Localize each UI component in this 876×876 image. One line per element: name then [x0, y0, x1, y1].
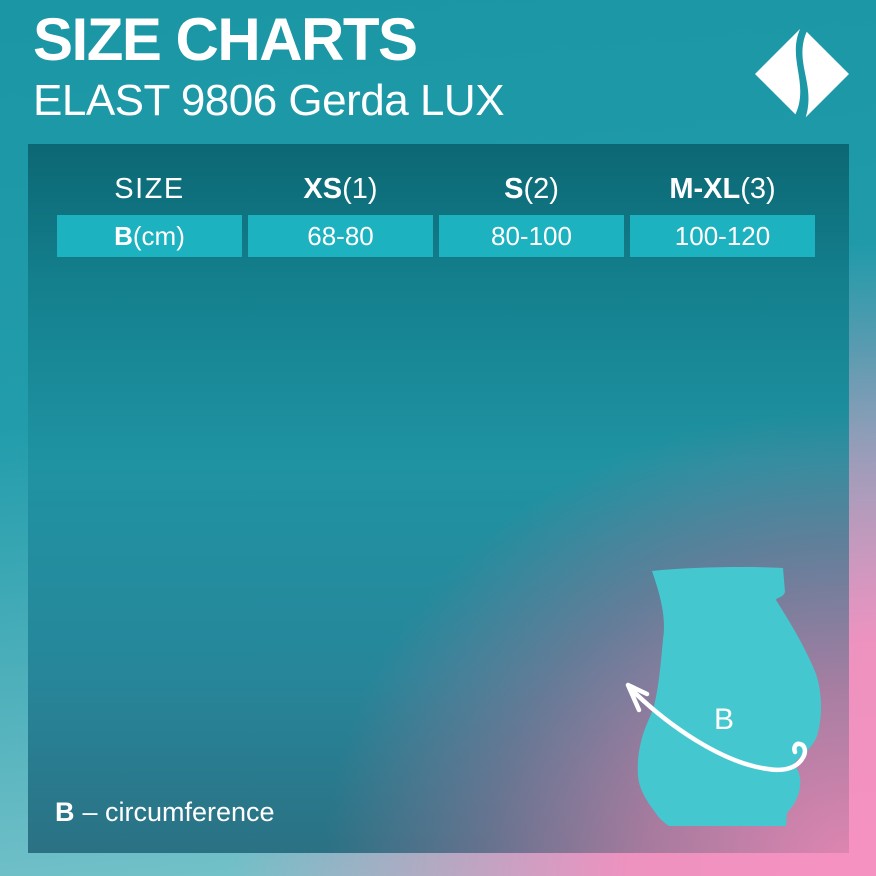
legend: B – circumference — [55, 799, 275, 826]
range-value: 80-100 — [491, 221, 572, 251]
size-name: M-XL — [669, 172, 741, 205]
size-name: S — [504, 172, 524, 205]
size-variant: (2) — [523, 172, 559, 205]
row-label-cell: B (cm) — [57, 215, 242, 257]
size-table-header: SIZE XS (1) S (2) M-XL (3) — [57, 168, 815, 210]
page-title: SIZE CHARTS — [33, 6, 418, 73]
size-header-cell: SIZE — [57, 168, 242, 210]
circumference-arrow-icon — [625, 682, 808, 773]
size-variant: (1) — [342, 172, 378, 205]
column-header-xs: XS (1) — [248, 168, 433, 210]
value-cell-xs: 68-80 — [248, 215, 433, 257]
size-table-row-b: B (cm) 68-80 80-100 100-120 — [57, 215, 815, 257]
product-name: ELAST 9806 Gerda LUX — [33, 76, 505, 125]
brand-diamond-logo-icon — [755, 28, 849, 118]
column-header-mxl: M-XL (3) — [630, 168, 815, 210]
range-value: 100-120 — [674, 221, 771, 251]
measure-letter: B — [114, 221, 133, 251]
size-name: XS — [303, 172, 343, 205]
legend-text: – circumference — [82, 797, 275, 827]
value-cell-mxl: 100-120 — [630, 215, 815, 257]
measure-unit: (cm) — [132, 221, 185, 251]
column-header-s: S (2) — [439, 168, 624, 210]
legend-measure-letter: B — [55, 797, 75, 827]
size-header-label: SIZE — [114, 172, 185, 205]
belly-silhouette-icon — [637, 567, 822, 826]
value-cell-s: 80-100 — [439, 215, 624, 257]
range-value: 68-80 — [307, 221, 374, 251]
figure-measure-label: B — [714, 703, 735, 736]
size-variant: (3) — [740, 172, 776, 205]
